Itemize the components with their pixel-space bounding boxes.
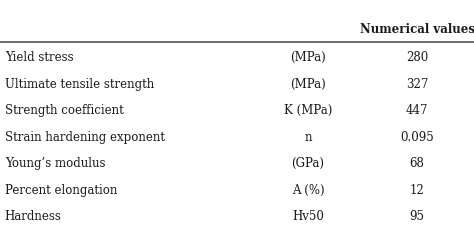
Text: Hardness: Hardness — [5, 210, 62, 223]
Text: Ultimate tensile strength: Ultimate tensile strength — [5, 78, 154, 91]
Text: Percent elongation: Percent elongation — [5, 184, 117, 197]
Text: 447: 447 — [406, 104, 428, 117]
Text: Yield stress: Yield stress — [5, 51, 73, 64]
Text: Young’s modulus: Young’s modulus — [5, 157, 105, 170]
Text: 95: 95 — [410, 210, 425, 223]
Text: Hv50: Hv50 — [292, 210, 324, 223]
Text: Strain hardening exponent: Strain hardening exponent — [5, 131, 165, 144]
Text: Strength coefficient: Strength coefficient — [5, 104, 124, 117]
Text: 0.095: 0.095 — [400, 131, 434, 144]
Text: (GPa): (GPa) — [292, 157, 325, 170]
Text: (MPa): (MPa) — [290, 51, 326, 64]
Text: Numerical values: Numerical values — [360, 23, 474, 36]
Text: A (%): A (%) — [292, 184, 324, 197]
Text: (MPa): (MPa) — [290, 78, 326, 91]
Text: 327: 327 — [406, 78, 428, 91]
Text: 68: 68 — [410, 157, 425, 170]
Text: K (MPa): K (MPa) — [284, 104, 332, 117]
Text: 12: 12 — [410, 184, 425, 197]
Text: n: n — [304, 131, 312, 144]
Text: 280: 280 — [406, 51, 428, 64]
